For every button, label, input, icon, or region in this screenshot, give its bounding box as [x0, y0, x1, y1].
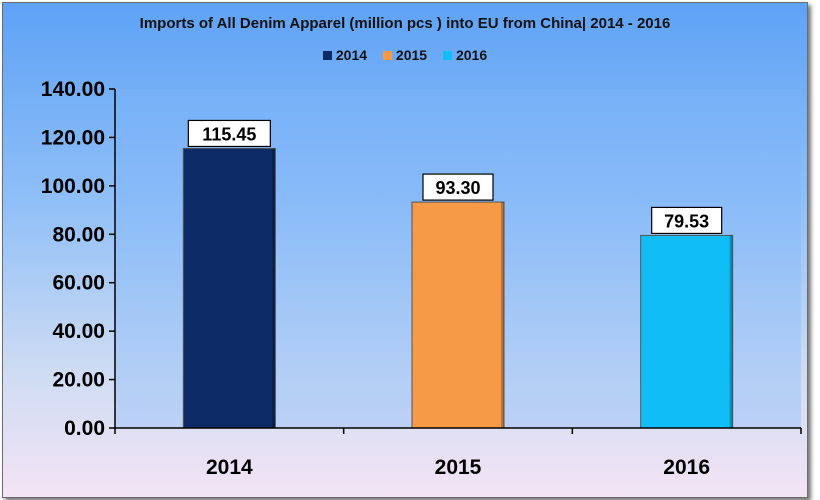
legend-item-2016: 2016 — [442, 47, 488, 63]
legend: 2014 2015 2016 — [3, 47, 807, 63]
x-tick-label-2014: 2014 — [206, 456, 253, 479]
y-tick-label: 120.00 — [41, 126, 105, 149]
legend-swatch-2015 — [382, 51, 392, 60]
legend-label-2015: 2015 — [395, 47, 428, 63]
y-tick-label: 140.00 — [41, 78, 105, 101]
bar-2014 — [182, 147, 276, 429]
y-tick-label: 0.00 — [64, 417, 105, 440]
x-tick-label-2016: 2016 — [663, 456, 710, 479]
y-axis: 0.00 20.00 40.00 60.00 80.00 100.00 120.00 140.… — [41, 78, 116, 440]
bar-shade-2016 — [729, 235, 733, 428]
legend-item-2014: 2014 — [322, 47, 368, 63]
chart-frame: Imports of All Denim Apparel (million pc… — [2, 2, 808, 498]
legend-swatch-2014 — [322, 51, 332, 60]
y-tick-label: 80.00 — [52, 223, 105, 246]
legend-item-2015: 2015 — [382, 47, 428, 63]
bar-2016 — [640, 234, 734, 429]
bar-shade-2015 — [501, 202, 504, 428]
data-label-2015: 93.30 — [435, 178, 480, 198]
data-label-box-2016 — [651, 206, 723, 235]
data-label-2014: 115.45 — [202, 124, 256, 144]
bar-2015 — [411, 201, 505, 429]
y-tick-label: 40.00 — [52, 320, 105, 343]
data-labels: 115.45 93.30 79.53 — [187, 119, 723, 235]
y-tick-label: 20.00 — [52, 369, 105, 392]
legend-label-2014: 2014 — [335, 47, 368, 63]
chart-title: Imports of All Denim Apparel (million pc… — [139, 15, 671, 32]
legend-swatch-2016 — [442, 51, 452, 60]
x-tick-label-2015: 2015 — [435, 456, 482, 479]
chart-svg: 0.00 20.00 40.00 60.00 80.00 100.00 120.00 140.… — [41, 78, 802, 479]
y-tick-label: 100.00 — [41, 175, 105, 198]
data-label-2016: 79.53 — [664, 211, 709, 231]
legend-label-2016: 2016 — [455, 47, 488, 63]
y-tick-label: 60.00 — [52, 272, 105, 295]
data-label-box-2015 — [422, 173, 494, 201]
data-label-box-2014 — [187, 119, 271, 148]
bar-shade-2014 — [272, 148, 276, 428]
x-axis: 2014 2015 2016 — [114, 427, 802, 479]
bars — [182, 147, 734, 429]
